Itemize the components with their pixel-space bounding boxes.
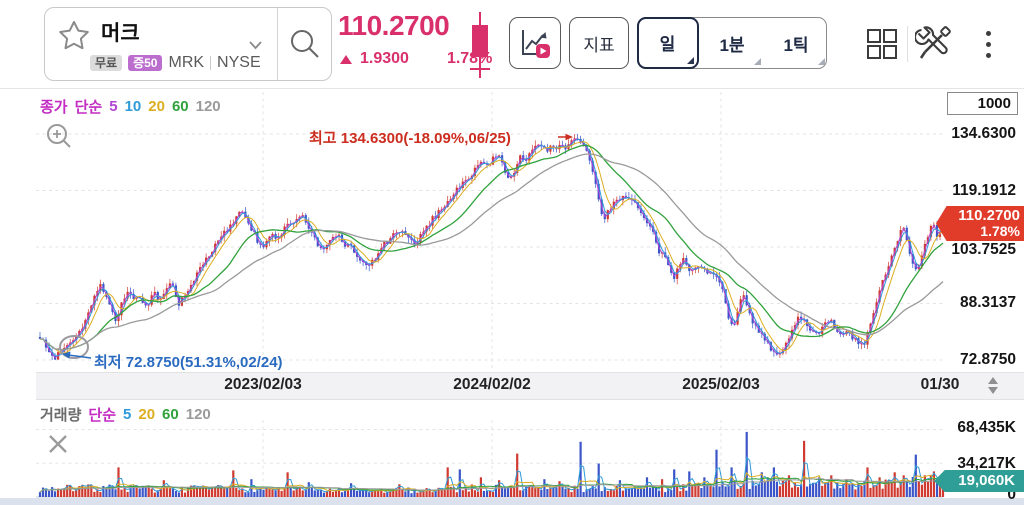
legend-vma20: 20 bbox=[138, 406, 156, 423]
interval-day-label: 일 bbox=[659, 35, 676, 54]
price-change: 1.9300 bbox=[360, 50, 409, 67]
volume-axis-label: 34,217K bbox=[957, 455, 1016, 472]
kebab-dot bbox=[986, 31, 991, 36]
y-axis-label: 88.3137 bbox=[959, 294, 1016, 311]
current-price: 110.2700 bbox=[338, 10, 450, 41]
indicator-button[interactable]: 지표 bbox=[569, 17, 629, 69]
tag-pct: 1.78% bbox=[980, 223, 1020, 239]
more-menu-button[interactable] bbox=[986, 31, 991, 58]
stock-badges: 무료 증50 MRK NYSE bbox=[90, 54, 261, 72]
divider bbox=[907, 26, 908, 62]
x-axis-date: 2025/02/03 bbox=[682, 376, 760, 393]
badge-jeung50: 증50 bbox=[128, 55, 163, 71]
header-bar: 머크 무료 증50 MRK NYSE 110.2700 bbox=[0, 0, 1024, 89]
kebab-dot bbox=[986, 42, 991, 47]
stock-ticker: MRK bbox=[168, 54, 205, 71]
legend-close-label: 종가 bbox=[40, 99, 68, 116]
low-annotation: 최저 72.8750(51.31%,02/24) bbox=[94, 354, 283, 371]
high-annotation: 최고 134.6300(-18.09%,06/25) bbox=[309, 130, 511, 147]
bottom-edge-strip bbox=[0, 498, 1024, 505]
tools-settings-button[interactable] bbox=[915, 25, 953, 63]
interval-1tick-button[interactable]: 1틱 bbox=[764, 18, 828, 68]
scroll-down-icon bbox=[988, 387, 998, 394]
legend-vma120: 120 bbox=[185, 406, 211, 423]
interval-segmented-control: 1분 1틱 일 bbox=[636, 16, 828, 69]
chevron-down-icon[interactable] bbox=[248, 40, 263, 50]
tag-price: 110.2700 bbox=[958, 207, 1020, 224]
interval-1min-button[interactable]: 1분 bbox=[700, 18, 764, 68]
x-axis-date: 01/30 bbox=[920, 376, 960, 393]
badge-free: 무료 bbox=[90, 55, 123, 71]
count-input[interactable]: 1000 bbox=[947, 92, 1018, 115]
volume-axis-label: 68,435K bbox=[957, 419, 1016, 436]
y-axis-label: 103.7525 bbox=[951, 241, 1016, 258]
volume-axis-label: 0 bbox=[1007, 486, 1016, 503]
price-ma-legend: 종가 단순 5 10 20 60 120 bbox=[40, 96, 221, 117]
layout-grid-button[interactable] bbox=[866, 28, 898, 60]
stock-name: 머크 bbox=[101, 22, 140, 45]
interval-1tick-label: 1틱 bbox=[783, 35, 809, 55]
stock-info: 머크 무료 증50 MRK NYSE bbox=[45, 8, 277, 80]
corner-fold-icon bbox=[818, 58, 825, 65]
divider bbox=[210, 56, 212, 70]
interval-1min-label: 1분 bbox=[719, 35, 745, 55]
current-price-tag: 110.2700 1.78% bbox=[936, 206, 1024, 241]
legend-ma-type: 단순 bbox=[74, 99, 103, 116]
corner-fold-icon bbox=[686, 56, 694, 64]
line-chart-icon bbox=[522, 30, 550, 58]
legend-ma-type: 단순 bbox=[88, 407, 117, 424]
indicator-label: 지표 bbox=[583, 35, 615, 55]
scroll-up-icon bbox=[988, 377, 998, 384]
kebab-dot bbox=[986, 53, 991, 58]
chart-type-button[interactable] bbox=[509, 17, 561, 69]
interval-day-button[interactable]: 일 bbox=[636, 16, 699, 69]
legend-ma60: 60 bbox=[171, 98, 189, 115]
legend-vma60: 60 bbox=[162, 406, 179, 423]
close-volume-pane-button[interactable] bbox=[46, 432, 70, 456]
x-axis-strip bbox=[36, 372, 1024, 400]
search-button[interactable] bbox=[277, 8, 331, 80]
axis-scroll-spinner[interactable] bbox=[988, 377, 998, 394]
stock-selector[interactable]: 머크 무료 증50 MRK NYSE bbox=[44, 7, 332, 81]
corner-fold-icon bbox=[754, 58, 761, 65]
legend-ma120: 120 bbox=[195, 98, 221, 115]
legend-ma20: 20 bbox=[148, 98, 165, 115]
legend-volume-label: 거래량 bbox=[40, 407, 82, 424]
up-arrow-icon bbox=[340, 54, 352, 64]
stock-exchange: NYSE bbox=[217, 54, 261, 71]
y-axis-label: 134.6300 bbox=[951, 125, 1016, 142]
search-icon bbox=[290, 30, 319, 58]
favorite-star-icon[interactable] bbox=[57, 19, 91, 51]
candlestick-icon bbox=[470, 12, 490, 78]
x-axis-date: 2023/02/03 bbox=[224, 376, 302, 393]
y-axis-label: 119.1912 bbox=[952, 182, 1016, 199]
legend-ma5: 5 bbox=[109, 98, 118, 115]
legend-ma10: 10 bbox=[124, 98, 142, 115]
zoom-in-button[interactable] bbox=[46, 123, 74, 151]
current-volume-tag: 19,060K bbox=[934, 470, 1024, 492]
legend-vma5: 5 bbox=[123, 406, 132, 423]
y-axis-label: 72.8750 bbox=[959, 351, 1016, 368]
volume-ma-legend: 거래량 단순 5 20 60 120 bbox=[40, 404, 211, 425]
x-axis-date: 2024/02/02 bbox=[453, 376, 531, 393]
